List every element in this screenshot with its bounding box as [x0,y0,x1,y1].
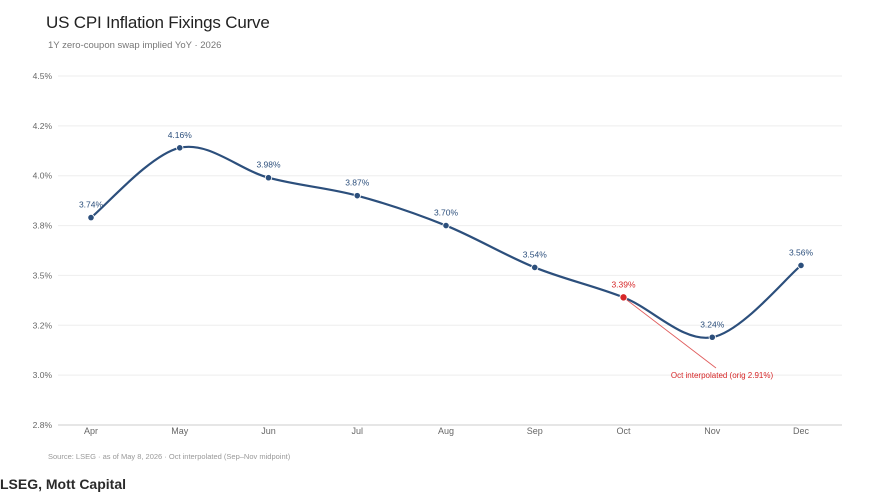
data-point [708,333,716,341]
y-tick-label: 4.0% [33,171,53,181]
y-tick-label: 3.8% [33,221,53,231]
y-tick-label: 3.0% [33,370,53,380]
x-tick-label: Dec [793,426,810,436]
y-tick-label: 2.8% [33,420,53,430]
data-label: 3.56% [789,247,814,257]
inflation-line-chart: 2.8% 3.0% 3.2% 3.5% 3.8% 4.0% 4.2% 4.5% Apr May Ju… [33,71,842,436]
data-label: 3.98% [256,160,281,170]
data-label: 3.54% [523,249,548,259]
y-tick-label: 3.2% [33,320,53,330]
y-tick-label: 4.5% [33,71,53,81]
source-note: Source: LSEG · as of May 8, 2026 · Oct i… [48,452,291,461]
data-label: 3.74% [79,200,104,210]
data-point [353,192,361,200]
x-tick-label: Oct [616,426,631,436]
x-tick-label: May [171,426,189,436]
data-label: 3.70% [434,208,459,218]
x-tick-label: Jul [351,426,363,436]
x-tick-label: Aug [438,426,454,436]
data-label: 3.87% [345,178,370,188]
data-label: 4.16% [168,130,193,140]
annotation-leader-line [623,297,717,369]
data-label: 3.24% [700,319,725,329]
data-point [87,213,95,222]
data-point [531,263,539,272]
x-tick-label: Sep [527,426,543,436]
x-tick-label: Nov [704,426,721,436]
data-point [797,261,805,270]
data-point [264,174,273,182]
credit-caption: LSEG, Mott Capital [0,476,126,492]
y-tick-label: 4.2% [33,121,53,131]
x-tick-label: Apr [84,426,98,436]
data-point [442,221,450,230]
data-label: 3.39% [611,279,636,289]
chart-subtitle: 1Y zero-coupon swap implied YoY · 2026 [48,40,222,51]
x-tick-label: Jun [261,426,276,436]
data-point [176,144,184,152]
annotation-label: Oct interpolated (orig 2.91%) [671,371,774,380]
y-tick-label: 3.5% [33,270,53,280]
chart-title: US CPI Inflation Fixings Curve [46,13,270,32]
data-point [619,293,628,302]
